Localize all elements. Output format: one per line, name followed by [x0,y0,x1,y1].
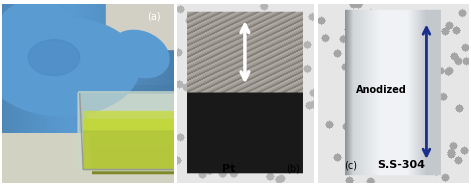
Text: (a): (a) [147,11,161,21]
Text: (b): (b) [286,164,300,174]
Ellipse shape [28,40,80,76]
Bar [83,111,176,129]
Bar [83,119,176,169]
Text: S.S-304: S.S-304 [377,160,425,170]
Text: (c): (c) [345,160,357,170]
Ellipse shape [111,30,169,78]
FancyBboxPatch shape [78,92,181,171]
Text: Anodized: Anodized [356,85,406,95]
Ellipse shape [0,17,140,116]
Bar [106,0,178,49]
Text: Pt: Pt [222,164,235,174]
Ellipse shape [0,0,80,80]
